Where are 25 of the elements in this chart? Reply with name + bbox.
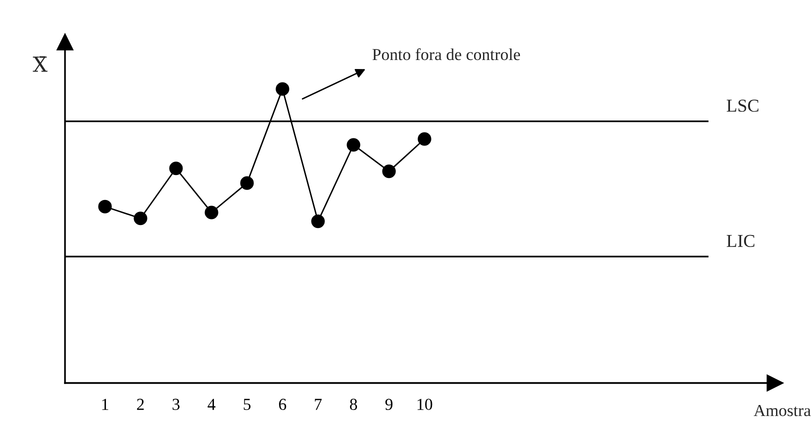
text: Ponto fora de controle (372, 48, 520, 60)
x-tick-label: 2 (137, 398, 144, 410)
x-tick-label: 1 (102, 398, 108, 410)
x-tick-label: 5 (244, 398, 251, 410)
ref-line-label: LSC (726, 100, 758, 112)
point (134, 212, 148, 226)
x-tick-label: 7 (314, 398, 322, 410)
x-tick-label: 10 (418, 398, 432, 410)
point (240, 176, 254, 190)
text: Amostra (754, 405, 811, 416)
point (98, 200, 112, 214)
point (169, 162, 183, 176)
point (204, 206, 218, 220)
point (382, 164, 396, 178)
x-tick-label: 9 (385, 398, 392, 410)
x-tick-label: 4 (208, 398, 216, 410)
ref-line-label: LIC (726, 234, 754, 248)
point (276, 82, 290, 96)
x-tick-label: 8 (350, 398, 358, 410)
x-tick-label: 3 (172, 398, 180, 410)
point (311, 214, 325, 228)
x-tick-label: 6 (279, 398, 286, 410)
point (346, 138, 360, 152)
y-axis-title: X̄ (32, 56, 48, 72)
point (418, 132, 432, 146)
